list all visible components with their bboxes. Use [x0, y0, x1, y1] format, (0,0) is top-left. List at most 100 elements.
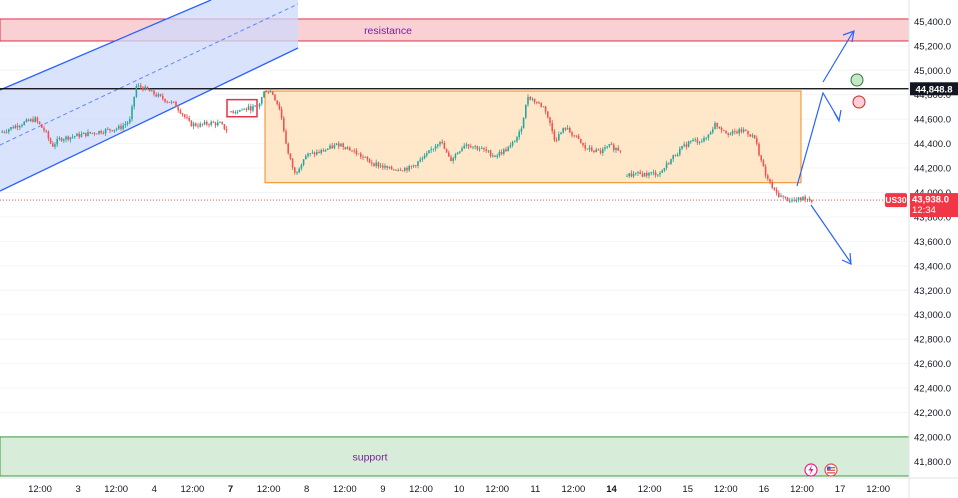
candle — [122, 122, 124, 131]
candle — [390, 165, 393, 170]
candle — [261, 96, 263, 106]
candle — [485, 146, 487, 153]
candle — [549, 116, 551, 126]
candle — [388, 166, 391, 170]
candle — [421, 156, 424, 162]
candle — [353, 148, 355, 154]
candle — [58, 136, 61, 141]
candle — [456, 151, 459, 155]
candle — [727, 132, 729, 138]
candle — [63, 138, 65, 143]
candle — [208, 123, 210, 128]
arrow — [810, 204, 852, 265]
candle — [461, 146, 463, 152]
candle — [791, 197, 793, 203]
candle — [580, 138, 582, 144]
candle — [148, 88, 151, 92]
candle — [232, 109, 234, 114]
y-tick-label: 43,600.0 — [914, 237, 951, 248]
x-tick-label: 7 — [228, 484, 233, 495]
support-zone — [0, 436, 910, 477]
candle — [382, 163, 384, 170]
candle — [516, 135, 518, 143]
candle — [404, 166, 406, 173]
candle — [133, 96, 135, 110]
price-axis[interactable]: 41,800.0 42,000.0 42,200.0 42,400.0 42,600.0… — [914, 17, 951, 468]
candle — [351, 150, 353, 153]
candle — [599, 147, 602, 155]
candle — [129, 116, 131, 125]
candle — [124, 121, 127, 129]
candle — [283, 115, 285, 133]
candle — [476, 145, 479, 151]
candle — [360, 151, 362, 160]
candle — [377, 161, 380, 169]
candle — [49, 137, 52, 145]
candle — [538, 100, 540, 104]
candle — [324, 148, 327, 152]
candle — [639, 169, 641, 175]
candle — [5, 129, 8, 134]
candle — [547, 110, 549, 119]
candle — [560, 131, 562, 135]
candle — [162, 93, 164, 101]
lightning-icon[interactable] — [804, 463, 818, 477]
candle — [630, 170, 633, 178]
arrow — [822, 30, 855, 83]
candle — [3, 130, 6, 134]
candle — [120, 123, 122, 131]
candle — [111, 130, 113, 132]
candle — [659, 171, 661, 178]
candle — [190, 120, 193, 127]
candle — [615, 147, 617, 153]
y-tick-label: 44,800.0 — [914, 90, 951, 101]
x-tick-label: 12:00 — [104, 484, 128, 495]
candle — [410, 165, 413, 170]
candle — [764, 164, 767, 179]
candle — [696, 137, 699, 145]
candle — [665, 160, 668, 171]
x-tick-label: 17 — [835, 484, 846, 495]
candle — [239, 109, 241, 112]
candle — [558, 131, 560, 142]
candle — [800, 197, 802, 203]
candle — [47, 130, 50, 142]
candle — [230, 111, 232, 113]
candle — [784, 196, 787, 200]
x-tick-label: 3 — [75, 484, 80, 495]
y-tick-label: 43,800.0 — [914, 212, 951, 223]
candle — [214, 121, 217, 129]
candle — [628, 173, 630, 179]
candle — [434, 144, 437, 152]
candle — [432, 148, 435, 152]
target-circle-green[interactable] — [850, 73, 864, 87]
candle — [91, 132, 94, 135]
candle — [505, 146, 507, 153]
target-circle-red[interactable] — [852, 95, 866, 109]
candle — [725, 130, 727, 135]
x-tick-label: 12:00 — [257, 484, 281, 495]
candle — [690, 140, 692, 144]
candle — [199, 121, 201, 128]
candle — [619, 150, 622, 154]
candle — [740, 127, 743, 134]
candle — [472, 146, 474, 150]
candle — [203, 120, 206, 126]
candle — [742, 127, 745, 134]
y-tick-label: 43,000.0 — [914, 310, 951, 321]
candle — [586, 148, 589, 150]
candle — [676, 152, 679, 157]
candle — [747, 130, 749, 137]
candle — [780, 193, 782, 198]
candle — [32, 116, 34, 123]
candle — [507, 145, 509, 152]
us-flag-icon[interactable] — [824, 463, 838, 477]
time-axis[interactable]: 12:00 3 12:00 4 12:00 7 12:00 8 12:00 9 12:00 10 12:… — [28, 484, 890, 495]
candle — [716, 122, 718, 130]
candle — [54, 142, 56, 150]
candle — [679, 146, 681, 157]
candle — [368, 158, 371, 164]
candle — [305, 154, 307, 160]
candle — [346, 145, 349, 150]
